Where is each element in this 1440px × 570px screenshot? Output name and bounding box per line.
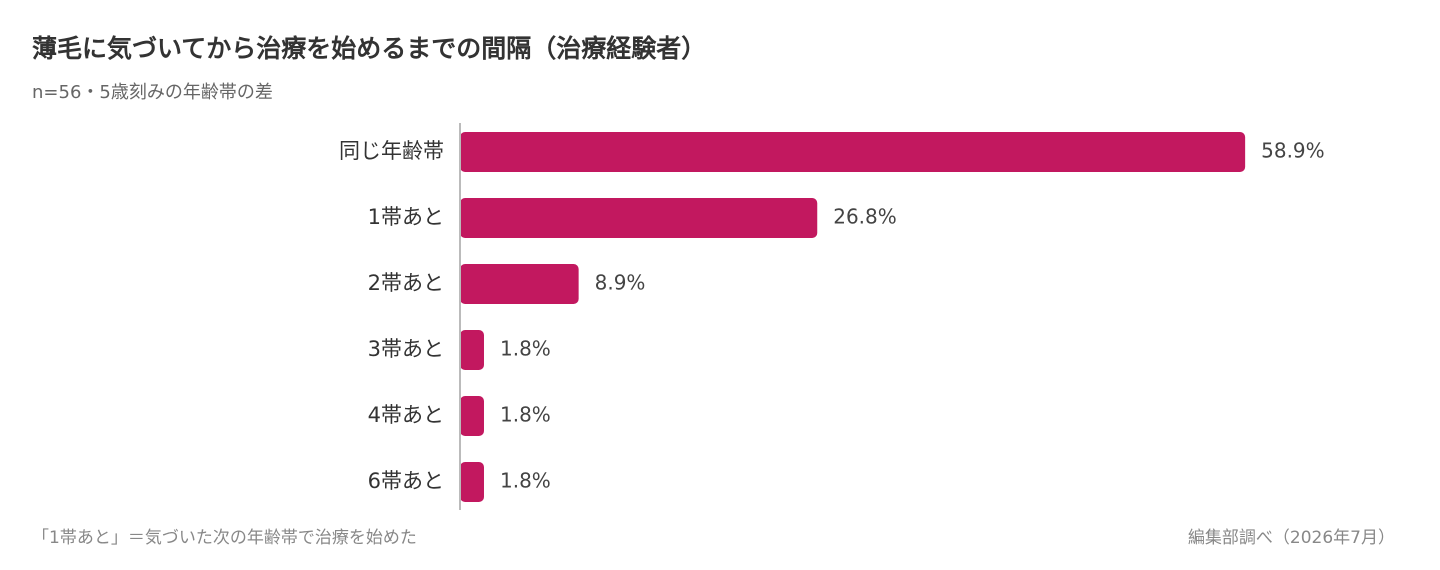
category-label: 2帯あと bbox=[368, 271, 444, 295]
chart-title: 薄毛に気づいてから治療を始めるまでの間隔（治療経験者） bbox=[32, 34, 706, 63]
value-label: 58.9% bbox=[1261, 139, 1325, 163]
value-label: 26.8% bbox=[833, 205, 897, 229]
note: 「1帯あと」＝気づいた次の年齢帯で治療を始めた bbox=[32, 528, 417, 548]
value-label: 8.9% bbox=[595, 271, 646, 295]
bar bbox=[460, 330, 484, 370]
value-label: 1.8% bbox=[500, 337, 551, 361]
bar bbox=[460, 132, 1246, 172]
value-label: 1.8% bbox=[500, 469, 551, 493]
bar bbox=[460, 462, 484, 502]
category-label: 6帯あと bbox=[368, 469, 444, 493]
category-label: 3帯あと bbox=[368, 337, 444, 361]
category-label: 1帯あと bbox=[368, 205, 444, 229]
bar bbox=[460, 396, 484, 436]
category-label: 同じ年齢帯 bbox=[339, 139, 444, 163]
value-label: 1.8% bbox=[500, 403, 551, 427]
bar bbox=[460, 264, 579, 304]
source: 編集部調べ（2026年7月） bbox=[1188, 528, 1395, 548]
category-label: 4帯あと bbox=[368, 403, 444, 427]
bar bbox=[460, 198, 818, 238]
chart-subtitle: n=56・5歳刻みの年齢帯の差 bbox=[32, 82, 273, 103]
